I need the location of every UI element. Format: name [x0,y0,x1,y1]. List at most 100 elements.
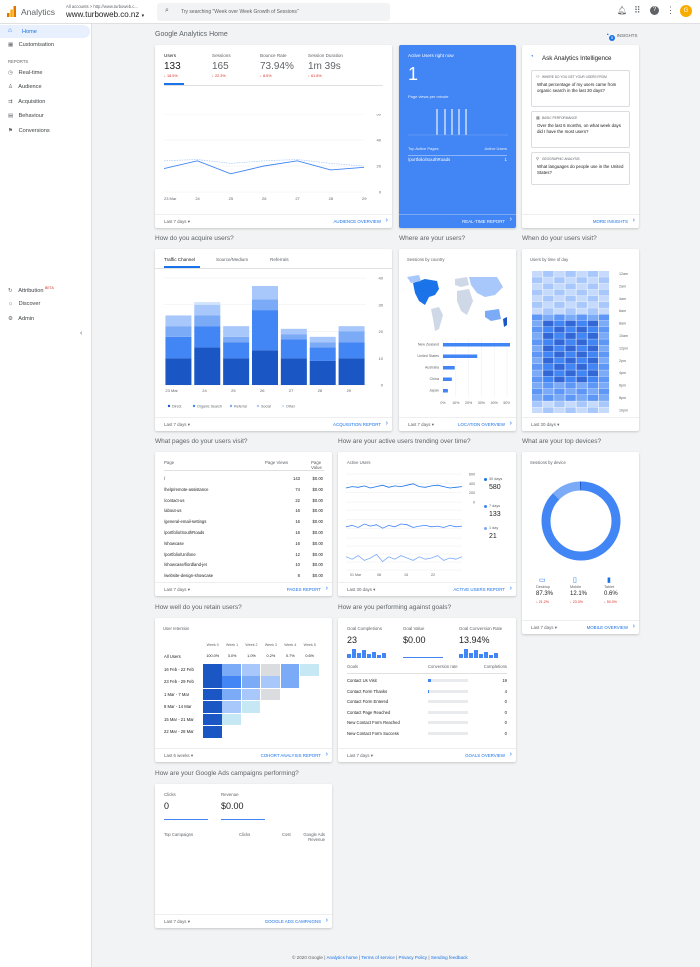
cohort-analysis-link[interactable]: COHORT ANALYSIS REPORT [261,751,329,758]
tab-source-medium[interactable]: Source/Medium [216,257,249,262]
ads-metric-value: 0 [164,801,170,811]
tab-referrals[interactable]: Referrals [270,257,289,262]
top-page-link[interactable]: /portfolio/SouthRoads [408,157,451,162]
date-range-dropdown[interactable]: Last 7 days ▾ [347,753,373,758]
retention-card: User retention Last 6 weeks ▾ COHORT ANAL… [155,618,332,762]
metric-tab-bounce-rate[interactable]: Bounce Rate 73.94% ↓ 8.5% [260,45,306,85]
google-ads-campaigns-link[interactable]: GOOGLE ADS CAMPAIGNS [265,917,329,924]
heatmap-cell [576,277,587,284]
metric-tab-users[interactable]: Users 133 ↓ 18.5% [164,45,210,85]
date-range-label: Last 7 days [531,625,554,630]
goal-name[interactable]: Contact Form Thanks [347,688,388,694]
apps-grid-icon[interactable]: ⠿ [634,5,641,15]
page-path[interactable]: /showcase [164,540,184,546]
goal-metric-value: 13.94% [459,635,490,645]
help-icon[interactable]: ? [650,6,659,15]
mobile-overview-link[interactable]: MOBILE OVERVIEW [587,623,636,630]
retention-cell [203,688,222,701]
more-vert-icon[interactable]: ⋮ [666,5,675,15]
realtime-report-link[interactable]: REAL-TIME REPORT [462,219,505,224]
bell-icon[interactable]: 🔔︎ [617,6,628,15]
sidebar-item-home[interactable]: ⌂ Home [0,25,90,38]
metric-tab-session-duration[interactable]: Session Duration 1m 39s ↓ 61.8% [308,45,354,85]
search-bar[interactable]: ⌕ Try searching "Week over Week Growth o… [157,3,390,21]
goals-overview-link[interactable]: GOALS OVERVIEW [465,751,512,758]
date-range-label: Last 6 weeks [164,753,190,758]
footer-link-privacy[interactable]: Privacy Policy [398,955,428,960]
page-path[interactable]: /showcase/fiordland-jet [164,562,207,568]
audience-overview-link[interactable]: AUDIENCE OVERVIEW [334,217,388,224]
sidebar-item-acquisition[interactable]: ⇉ Acquisition [8,99,45,105]
location-card: Sessions by country 0% 10% 20% 30% 40% 50% New… [399,249,516,431]
date-range-dropdown[interactable]: Last 30 days ▾ [531,422,560,427]
sidebar-item-realtime[interactable]: ◷ Real-time [8,70,43,76]
collapse-chevron-icon[interactable]: ‹ [80,330,83,337]
goal-name[interactable]: Contact Us Visit [347,678,377,683]
sidebar-item-admin[interactable]: ⚙ Admin [8,316,34,322]
location-overview-link[interactable]: LOCATION OVERVIEW [458,420,512,427]
device-donut-chart [537,477,625,565]
heatmap-cell [543,351,554,358]
heatmap-cell [565,407,576,413]
active-users-line [345,483,463,489]
date-range-dropdown[interactable]: Last 7 days ▾ [531,625,557,630]
footer-link-terms[interactable]: Terms of service [361,955,395,960]
page-path[interactable]: /website-design-showcase [164,573,214,579]
goal-name[interactable]: New Contact Form Reached [347,720,400,726]
page-path[interactable]: /portfolio/SouthRoads [164,530,205,535]
insight-question-card[interactable]: ⚇ WHERE DO YOU GET YOUR USERS FROM What pe… [531,70,630,107]
insight-question-card[interactable]: ⚲ GEOGRAPHIC ANALYSIS What languages do pe… [531,152,630,185]
tab-traffic-channel[interactable]: Traffic Channel [164,257,195,262]
insight-question-card[interactable]: ▦ BASIC PERFORMANCE Over the last 6 months… [531,111,630,148]
footer-link-home[interactable]: Analytics home [326,955,358,960]
hour-label: 6am [619,309,626,313]
pages-report-link[interactable]: PAGES REPORT [287,585,329,592]
sidebar-item-customisation[interactable]: ▦ Customisation [8,42,54,48]
avatar[interactable]: G [680,5,692,17]
goal-metric-value: $0.00 [403,635,426,645]
date-range-dropdown[interactable]: Last 7 days ▾ [164,219,190,224]
legend-dot [256,404,260,408]
active-users-report-link[interactable]: ACTIVE USERS REPORT [453,585,511,592]
page-path[interactable]: / [164,476,166,481]
heatmap-cell [587,302,598,308]
date-range-dropdown[interactable]: Last 7 days ▾ [164,587,190,592]
footer-link-feedback[interactable]: Sending feedback [430,955,468,960]
date-range-dropdown[interactable]: Last 7 days ▾ [408,422,434,427]
goal-name[interactable]: New Contact Form Success [347,731,399,736]
insights-button[interactable]: ◔ 5 INSIGHTS [605,32,637,41]
page-path[interactable]: /contact-us [164,497,185,503]
goals-question: How are you performing against goals? [338,604,452,611]
week-header: Week 0 [206,643,219,647]
pageview-bar [444,109,446,135]
date-range-dropdown[interactable]: Last 30 days ▾ [347,587,376,592]
sidebar-item-audience[interactable]: ♙ Audience [8,84,42,90]
date-range-dropdown[interactable]: Last 6 weeks ▾ [164,753,194,758]
page-path[interactable]: /portfolio/Unifone [164,551,196,557]
heatmap-cell [598,339,610,346]
page-views: 74 [295,486,300,492]
date-range-dropdown[interactable]: Last 7 days ▾ [164,422,190,427]
page-path[interactable]: /about-us [164,508,182,514]
cohort-row-label: 22 Mar - 28 Mar [164,729,194,734]
metric-tab-sessions[interactable]: Sessions 165 ↓ 22.3% [212,45,258,85]
retention-question: How well do you retain users? [155,604,242,611]
page-path[interactable]: /general-email-settings [164,519,207,525]
sidebar-item-attribution[interactable]: ↻ Attribution BETA [8,286,54,294]
chart-icon: ▦ [536,115,540,120]
goal-name[interactable]: Contact Page Reached [347,709,391,715]
sparkline-bar [469,653,473,658]
page-path[interactable]: /help/remote-assistance [164,486,209,492]
search-input[interactable]: Try searching "Week over Week Growth of … [181,9,299,15]
table-row: /about-us 16 $0.00 [164,507,324,517]
acquisition-report-link[interactable]: ACQUISITION REPORT [333,420,388,427]
date-range-dropdown[interactable]: Last 7 days ▾ [164,919,190,924]
retention-cell [222,664,241,676]
sidebar-item-conversions[interactable]: ⚑ Conversions [8,128,50,134]
account-path[interactable]: All accounts > http://www.turboweb.c... [66,4,138,9]
more-insights-link[interactable]: MORE INSIGHTS [593,217,635,224]
goal-name[interactable]: Contact Form Entered [347,699,389,705]
sidebar-item-discover[interactable]: ☼ Discover [8,301,40,307]
property-selector[interactable]: www.turboweb.co.nz ▾ [66,10,144,19]
sidebar-item-behaviour[interactable]: ▤ Behaviour [8,113,44,119]
